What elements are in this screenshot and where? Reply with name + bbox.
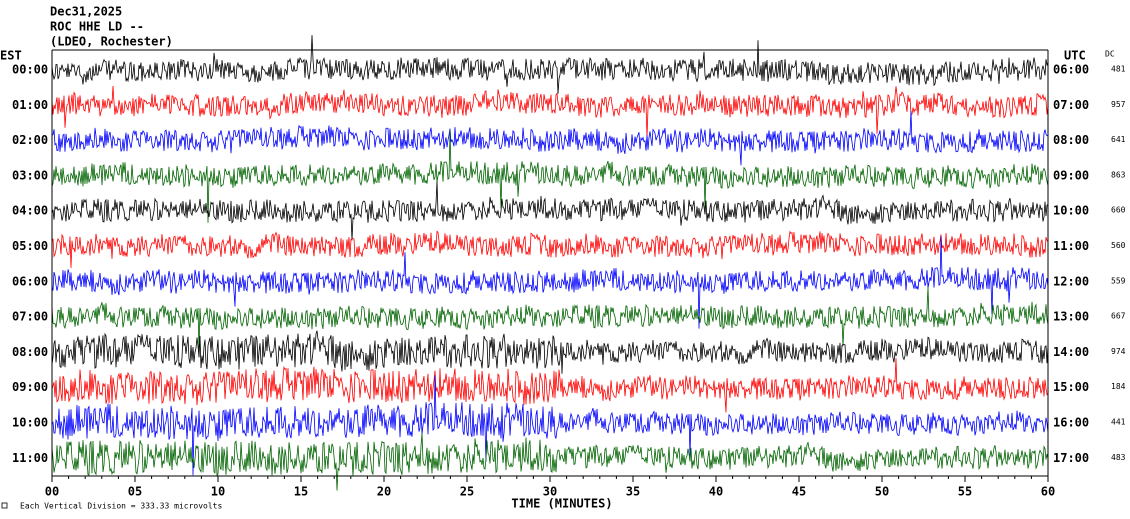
dc-value: 560 xyxy=(1111,241,1126,250)
x-tick-label: 15 xyxy=(294,485,308,499)
est-hour-label: 02:00 xyxy=(12,133,48,147)
est-hour-label: 11:00 xyxy=(12,451,48,465)
dc-value: 957 xyxy=(1111,100,1126,109)
header-location: (LDEO, Rochester) xyxy=(50,35,173,49)
x-tick-label: 45 xyxy=(792,485,806,499)
trace xyxy=(51,236,1049,329)
x-tick-label: 10 xyxy=(211,485,225,499)
utc-hour-label: 13:00 xyxy=(1053,310,1089,324)
utc-hour-label: 06:00 xyxy=(1053,63,1089,77)
trace xyxy=(51,287,1049,351)
dc-value: 667 xyxy=(1111,312,1126,321)
x-tick-label: 35 xyxy=(626,485,640,499)
utc-hour-label: 15:00 xyxy=(1053,380,1089,394)
trace xyxy=(51,330,1049,374)
utc-hour-label: 14:00 xyxy=(1053,345,1089,359)
dc-value: 441 xyxy=(1111,418,1126,427)
utc-hour-label: 16:00 xyxy=(1053,416,1089,430)
est-hour-label: 06:00 xyxy=(12,274,48,288)
footer-icon xyxy=(1,502,8,509)
dc-label: DC xyxy=(1105,50,1115,59)
dc-value: 481 xyxy=(1111,65,1126,74)
est-hour-label: 10:00 xyxy=(12,416,48,430)
header-date: Dec31,2025 xyxy=(50,5,122,19)
x-tick-label: 50 xyxy=(875,485,889,499)
trace xyxy=(51,358,1049,413)
dc-value: 863 xyxy=(1111,170,1126,179)
est-hour-label: 08:00 xyxy=(12,345,48,359)
x-tick-label: 05 xyxy=(128,485,142,499)
est-label: EST xyxy=(0,49,22,63)
x-tick-label: 30 xyxy=(543,485,557,499)
est-hour-label: 09:00 xyxy=(12,380,48,394)
x-tick-label: 00 xyxy=(45,485,59,499)
utc-hour-label: 10:00 xyxy=(1053,204,1089,218)
est-hour-label: 03:00 xyxy=(12,168,48,182)
utc-hour-label: 07:00 xyxy=(1053,98,1089,112)
trace xyxy=(51,110,1049,166)
x-tick-label: 20 xyxy=(377,485,391,499)
trace xyxy=(51,375,1049,476)
est-hour-label: 04:00 xyxy=(12,204,48,218)
trace xyxy=(51,181,1049,241)
traces xyxy=(51,35,1049,491)
trace xyxy=(51,130,1049,223)
est-hour-label: 05:00 xyxy=(12,239,48,253)
utc-hour-label: 11:00 xyxy=(1053,239,1089,253)
x-tick-label: 25 xyxy=(460,485,474,499)
est-hour-label: 00:00 xyxy=(12,63,48,77)
dc-value: 660 xyxy=(1111,206,1126,215)
x-axis-title: TIME (MINUTES) xyxy=(511,497,612,511)
est-hour-label: 01:00 xyxy=(12,98,48,112)
dc-value: 559 xyxy=(1111,276,1126,285)
utc-hour-label: 17:00 xyxy=(1053,451,1089,465)
utc-hour-label: 09:00 xyxy=(1053,168,1089,182)
footer: Each Vertical Division = 333.33 microvol… xyxy=(20,502,222,511)
trace xyxy=(51,433,1049,491)
trace xyxy=(51,35,1049,94)
utc-label: UTC xyxy=(1064,49,1086,63)
x-tick-label: 55 xyxy=(958,485,972,499)
x-tick-label: 40 xyxy=(709,485,723,499)
dc-value: 483 xyxy=(1111,453,1126,462)
dc-value: 974 xyxy=(1111,347,1126,356)
dc-value: 641 xyxy=(1111,135,1126,144)
utc-hour-label: 08:00 xyxy=(1053,133,1089,147)
trace xyxy=(51,230,1049,268)
header-station: ROC HHE LD -- xyxy=(50,20,144,34)
utc-hour-label: 12:00 xyxy=(1053,274,1089,288)
est-hour-label: 07:00 xyxy=(12,310,48,324)
dc-value: 184 xyxy=(1111,382,1126,391)
x-tick-label: 60 xyxy=(1041,485,1055,499)
trace xyxy=(51,85,1049,139)
